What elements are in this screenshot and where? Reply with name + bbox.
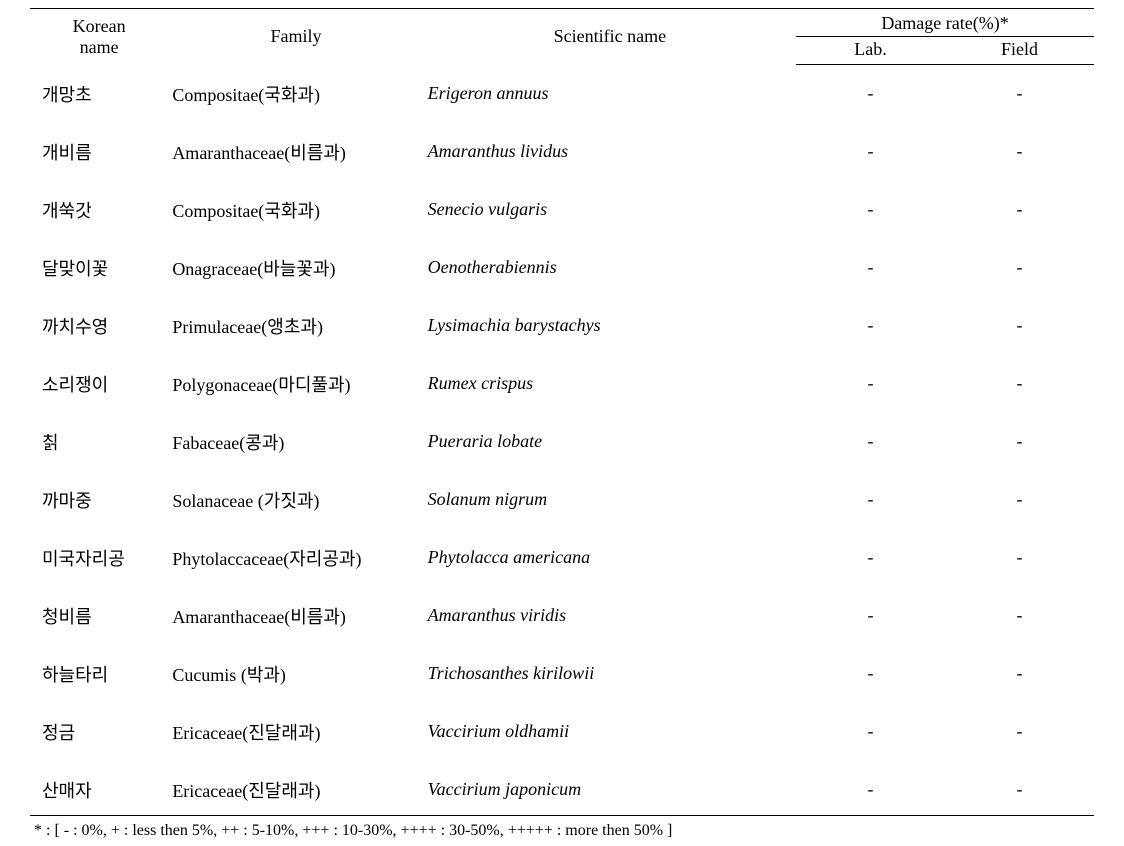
cell-field: - (945, 123, 1094, 181)
cell-scientific-name: Vaccirium japonicum (424, 761, 796, 816)
damage-rate-table: Korean name Family Scientific name Damag… (30, 8, 1094, 816)
cell-korean-name: 까치수영 (30, 297, 168, 355)
cell-family: Ericaceae(진달래과) (168, 761, 423, 816)
cell-family: Compositae(국화과) (168, 181, 423, 239)
cell-lab: - (796, 587, 945, 645)
cell-scientific-name: Solanum nigrum (424, 471, 796, 529)
cell-korean-name: 개쑥갓 (30, 181, 168, 239)
table-body: 개망초Compositae(국화과)Erigeron annuus--개비름Am… (30, 65, 1094, 816)
cell-field: - (945, 761, 1094, 816)
cell-korean-name: 청비름 (30, 587, 168, 645)
cell-field: - (945, 181, 1094, 239)
cell-lab: - (796, 703, 945, 761)
table-row: 개비름Amaranthaceae(비름과)Amaranthus lividus-… (30, 123, 1094, 181)
table-row: 소리쟁이Polygonaceae(마디풀과)Rumex crispus-- (30, 355, 1094, 413)
cell-korean-name: 미국자리공 (30, 529, 168, 587)
header-korean-name: Korean name (30, 9, 168, 65)
table-row: 하늘타리Cucumis (박과)Trichosanthes kirilowii-… (30, 645, 1094, 703)
header-family: Family (168, 9, 423, 65)
header-lab: Lab. (796, 37, 945, 65)
header-scientific-name: Scientific name (424, 9, 796, 65)
cell-korean-name: 칡 (30, 413, 168, 471)
cell-family: Amaranthaceae(비름과) (168, 587, 423, 645)
cell-field: - (945, 65, 1094, 123)
cell-field: - (945, 703, 1094, 761)
cell-lab: - (796, 529, 945, 587)
table-row: 개망초Compositae(국화과)Erigeron annuus-- (30, 65, 1094, 123)
cell-family: Onagraceae(바늘꽃과) (168, 239, 423, 297)
cell-lab: - (796, 65, 945, 123)
header-korean-line1: Korean (73, 16, 126, 36)
cell-lab: - (796, 355, 945, 413)
cell-family: Ericaceae(진달래과) (168, 703, 423, 761)
cell-lab: - (796, 471, 945, 529)
cell-lab: - (796, 181, 945, 239)
cell-korean-name: 산매자 (30, 761, 168, 816)
table-row: 산매자Ericaceae(진달래과)Vaccirium japonicum-- (30, 761, 1094, 816)
cell-korean-name: 하늘타리 (30, 645, 168, 703)
cell-field: - (945, 413, 1094, 471)
cell-lab: - (796, 239, 945, 297)
table-row: 달맞이꽃Onagraceae(바늘꽃과)Oenotherabiennis-- (30, 239, 1094, 297)
cell-lab: - (796, 413, 945, 471)
cell-scientific-name: Lysimachia barystachys (424, 297, 796, 355)
cell-field: - (945, 587, 1094, 645)
cell-family: Amaranthaceae(비름과) (168, 123, 423, 181)
cell-scientific-name: Senecio vulgaris (424, 181, 796, 239)
cell-field: - (945, 239, 1094, 297)
cell-lab: - (796, 123, 945, 181)
cell-family: Phytolaccaceae(자리공과) (168, 529, 423, 587)
header-damage-rate: Damage rate(%)* (796, 9, 1094, 37)
cell-family: Primulaceae(앵초과) (168, 297, 423, 355)
table-footnote: * : [ - : 0%, + : less then 5%, ++ : 5-1… (30, 816, 1094, 846)
cell-lab: - (796, 297, 945, 355)
cell-lab: - (796, 645, 945, 703)
cell-korean-name: 달맞이꽃 (30, 239, 168, 297)
cell-scientific-name: Phytolacca americana (424, 529, 796, 587)
cell-field: - (945, 471, 1094, 529)
cell-scientific-name: Vaccirium oldhamii (424, 703, 796, 761)
cell-korean-name: 소리쟁이 (30, 355, 168, 413)
table-row: 까마중Solanaceae (가짓과)Solanum nigrum-- (30, 471, 1094, 529)
cell-family: Compositae(국화과) (168, 65, 423, 123)
cell-family: Solanaceae (가짓과) (168, 471, 423, 529)
cell-scientific-name: Pueraria lobate (424, 413, 796, 471)
cell-korean-name: 개망초 (30, 65, 168, 123)
cell-scientific-name: Rumex crispus (424, 355, 796, 413)
cell-scientific-name: Oenotherabiennis (424, 239, 796, 297)
cell-korean-name: 까마중 (30, 471, 168, 529)
cell-lab: - (796, 761, 945, 816)
cell-korean-name: 개비름 (30, 123, 168, 181)
cell-scientific-name: Amaranthus viridis (424, 587, 796, 645)
table-row: 미국자리공Phytolaccaceae(자리공과)Phytolacca amer… (30, 529, 1094, 587)
cell-scientific-name: Amaranthus lividus (424, 123, 796, 181)
cell-family: Cucumis (박과) (168, 645, 423, 703)
table-row: 개쑥갓Compositae(국화과)Senecio vulgaris-- (30, 181, 1094, 239)
table-row: 청비름Amaranthaceae(비름과)Amaranthus viridis-… (30, 587, 1094, 645)
cell-scientific-name: Trichosanthes kirilowii (424, 645, 796, 703)
table-row: 까치수영Primulaceae(앵초과)Lysimachia barystach… (30, 297, 1094, 355)
cell-scientific-name: Erigeron annuus (424, 65, 796, 123)
cell-korean-name: 정금 (30, 703, 168, 761)
cell-family: Polygonaceae(마디풀과) (168, 355, 423, 413)
cell-field: - (945, 645, 1094, 703)
cell-field: - (945, 297, 1094, 355)
cell-family: Fabaceae(콩과) (168, 413, 423, 471)
cell-field: - (945, 355, 1094, 413)
table-row: 정금Ericaceae(진달래과)Vaccirium oldhamii-- (30, 703, 1094, 761)
header-field: Field (945, 37, 1094, 65)
cell-field: - (945, 529, 1094, 587)
table-header: Korean name Family Scientific name Damag… (30, 9, 1094, 65)
table-row: 칡Fabaceae(콩과)Pueraria lobate-- (30, 413, 1094, 471)
header-korean-line2: name (80, 37, 119, 57)
